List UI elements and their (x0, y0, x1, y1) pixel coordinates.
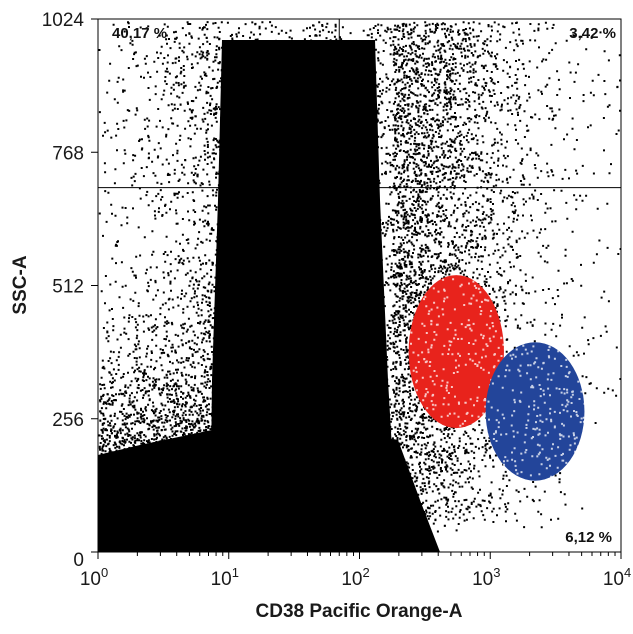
y-axis-title: SSC-A (10, 255, 31, 314)
y-axis-ticks: 0 256 512 768 1024 (42, 10, 98, 571)
dense-low-band (98, 420, 440, 552)
x-tick-label-4: 104 (603, 565, 631, 590)
quadrant-label-upper-right: 3,42 % (569, 25, 616, 42)
quadrant-label-lower-right: 6,12 % (565, 529, 612, 546)
y-tick-label-1: 256 (52, 410, 84, 431)
population-1-cluster (485, 342, 585, 481)
x-tick-label-0: 100 (80, 565, 108, 590)
quadrant-label-upper-left: 40,17 % (112, 25, 167, 42)
dense-core-region (210, 40, 398, 552)
scatter-events (98, 21, 621, 534)
x-tick-label-1: 101 (211, 565, 239, 590)
x-axis-ticks: 100 101 102 103 104 (80, 552, 631, 590)
x-tick-label-3: 103 (472, 565, 500, 590)
y-tick-label-2: 512 (52, 277, 84, 298)
event-dots (98, 21, 621, 552)
y-tick-label-3: 768 (52, 143, 84, 164)
y-tick-label-4: 1024 (42, 10, 85, 31)
population-0-speckle (410, 278, 505, 427)
x-axis-title: CD38 Pacific Orange-A (256, 601, 463, 622)
y-tick-label-0: 0 (73, 550, 84, 571)
quadrant-gates (98, 19, 621, 189)
x-tick-label-2: 102 (341, 565, 369, 590)
